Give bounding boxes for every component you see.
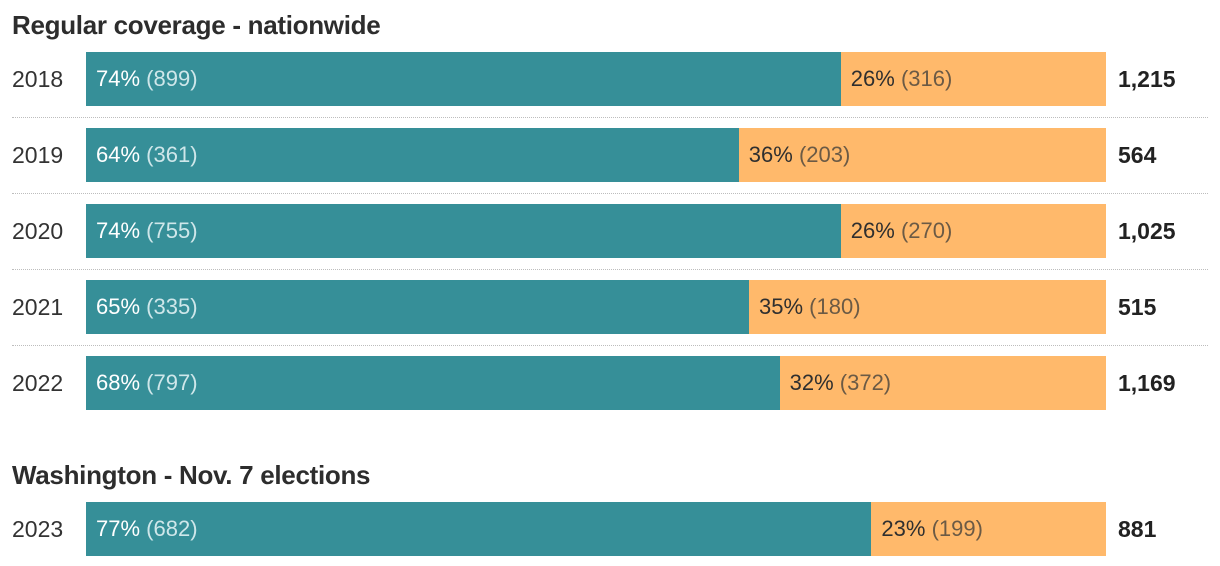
category-label: 2020 <box>12 218 64 244</box>
stacked-bar: 74% (755) 26% (270) <box>86 204 1106 258</box>
row-total: 1,215 <box>1118 66 1176 92</box>
stacked-bar: 68% (797) 32% (372) <box>86 356 1106 410</box>
bar-row: 2021 65% (335) 35% (180) 515 <box>0 280 1220 334</box>
row-total: 881 <box>1118 516 1157 542</box>
bar-row: 2022 68% (797) 32% (372) 1,169 <box>0 356 1220 410</box>
row-total: 564 <box>1118 142 1157 168</box>
row-total: 1,169 <box>1118 370 1176 396</box>
bar-segment-b: 23% (199) <box>871 502 1106 556</box>
data-label-count: (335) <box>146 294 198 319</box>
category-label: 2023 <box>12 516 64 542</box>
bar-segment-b: 26% (316) <box>840 52 1106 106</box>
bar-row: 2019 64% (361) 36% (203) 564 <box>0 128 1220 182</box>
data-label-percent: 68% <box>96 370 141 395</box>
data-label-count: (797) <box>146 370 198 395</box>
category-label: 2018 <box>12 66 64 92</box>
category-label: 2021 <box>12 294 64 320</box>
bar-row: 2020 74% (755) 26% (270) 1,025 <box>0 204 1220 258</box>
data-label-count: (203) <box>798 142 851 167</box>
bar-segment-a: 64% (361) <box>86 128 739 182</box>
bar-segment-a: 74% (899) <box>86 52 841 106</box>
data-label-percent: 35% <box>759 294 804 319</box>
bar-segment-a: 68% (797) <box>86 356 780 410</box>
category-label: 2019 <box>12 142 64 168</box>
bar-segment-a: 65% (335) <box>86 280 749 334</box>
bar-segment-a: 77% (682) <box>86 502 872 556</box>
data-label-count: (372) <box>839 370 892 395</box>
data-label-percent: 26% <box>850 66 895 91</box>
data-label-percent: 77% <box>96 516 141 541</box>
data-label-percent: 36% <box>748 142 793 167</box>
data-label-percent: 32% <box>789 370 834 395</box>
row-total: 515 <box>1118 294 1157 320</box>
data-label-percent: 65% <box>96 294 141 319</box>
row-divider <box>12 345 1208 346</box>
data-label-percent: 23% <box>881 516 926 541</box>
stacked-bar: 65% (335) 35% (180) <box>86 280 1106 334</box>
row-total: 1,025 <box>1118 218 1176 244</box>
data-label-percent: 26% <box>850 218 895 243</box>
stacked-bar: 64% (361) 36% (203) <box>86 128 1106 182</box>
row-divider <box>12 117 1208 118</box>
data-label-count: (361) <box>146 142 198 167</box>
bar-segment-b: 36% (203) <box>738 128 1106 182</box>
stacked-bar: 74% (899) 26% (316) <box>86 52 1106 106</box>
bar-segment-b: 32% (372) <box>779 356 1106 410</box>
data-label-count: (180) <box>809 294 861 319</box>
stacked-bar: 77% (682) 23% (199) <box>86 502 1106 556</box>
data-label-count: (682) <box>146 516 198 541</box>
data-label-count: (755) <box>146 218 198 243</box>
chart-title-washington: Washington - Nov. 7 elections <box>12 460 371 490</box>
row-divider <box>12 269 1208 270</box>
category-label: 2022 <box>12 370 64 396</box>
data-label-percent: 64% <box>96 142 141 167</box>
data-label-count: (199) <box>931 516 983 541</box>
row-divider <box>12 193 1208 194</box>
data-label-percent: 74% <box>96 66 141 91</box>
bar-segment-b: 35% (180) <box>749 280 1106 334</box>
chart-title-nationwide: Regular coverage - nationwide <box>12 10 381 40</box>
data-label-percent: 74% <box>96 218 141 243</box>
bar-segment-b: 26% (270) <box>840 204 1106 258</box>
bar-row: 2018 74% (899) 26% (316) 1,215 <box>0 52 1220 106</box>
bar-row: 2023 77% (682) 23% (199) 881 <box>0 502 1220 556</box>
data-label-count: (899) <box>146 66 198 91</box>
data-label-count: (316) <box>900 66 953 91</box>
data-label-count: (270) <box>900 218 953 243</box>
bar-segment-a: 74% (755) <box>86 204 841 258</box>
